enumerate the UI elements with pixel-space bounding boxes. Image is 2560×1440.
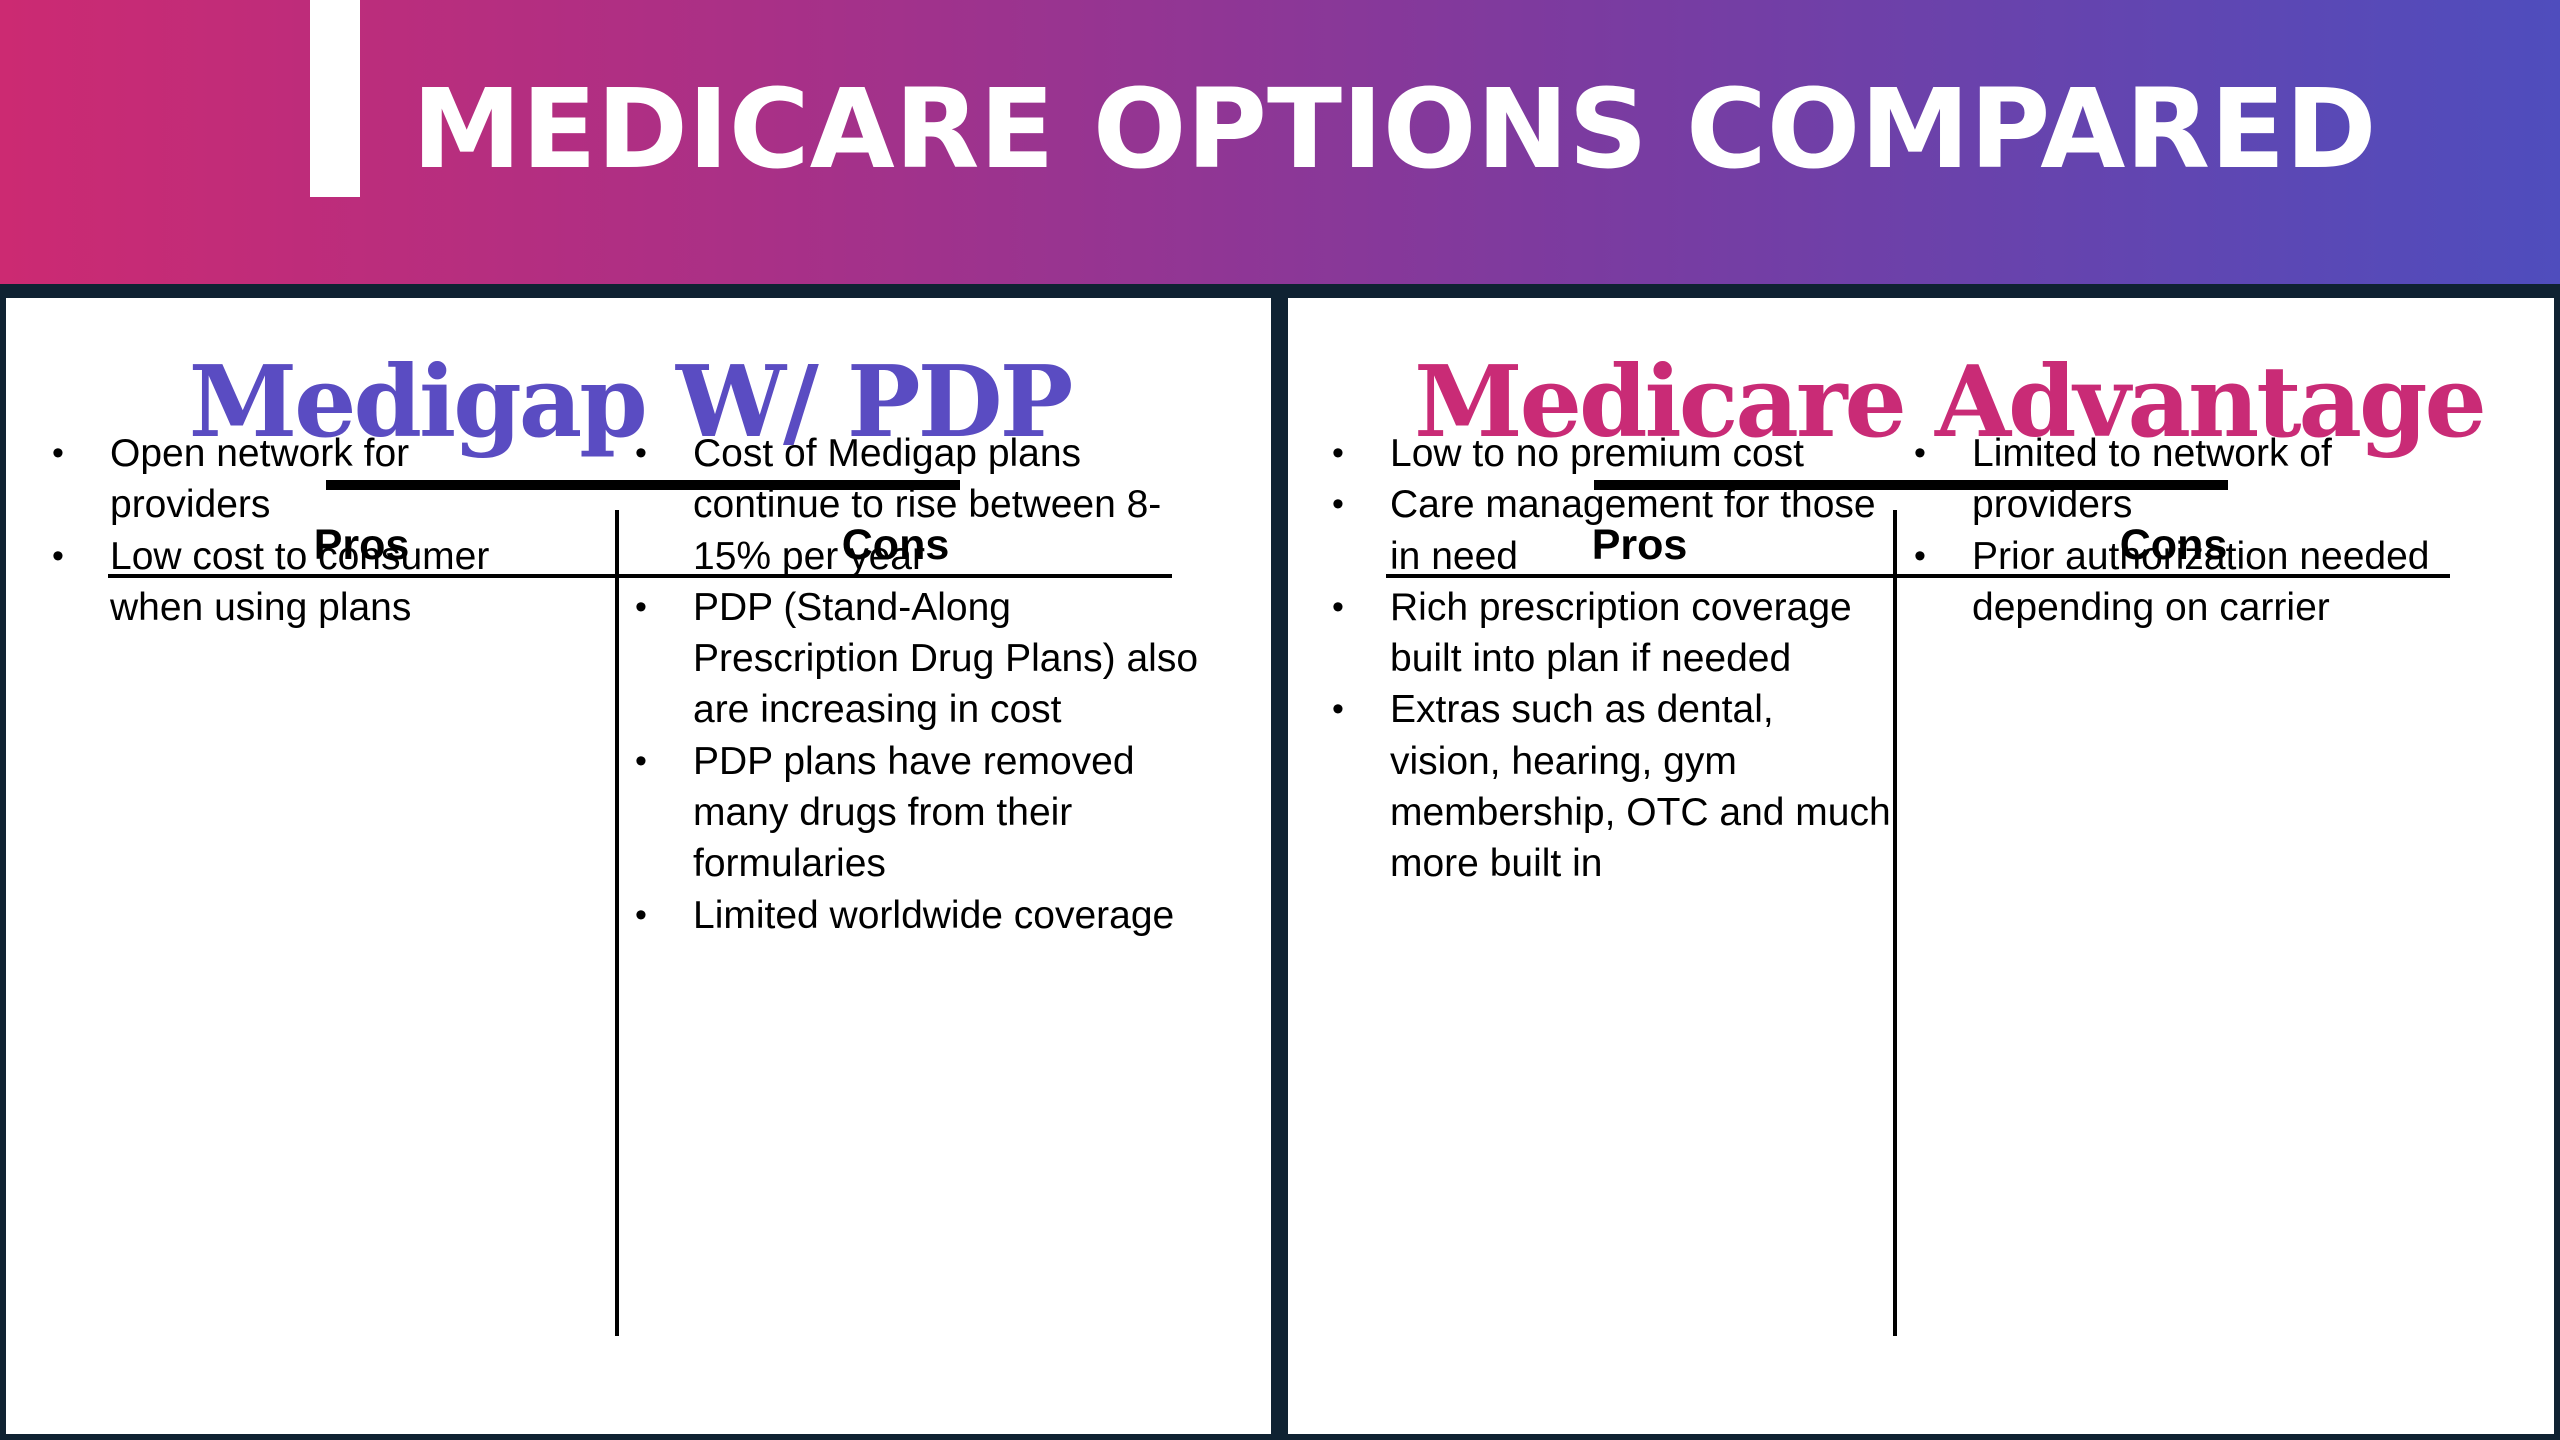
page-title: MEDICARE OPTIONS COMPARED: [412, 65, 2377, 193]
header-accent-bar: [310, 0, 360, 197]
header-banner: MEDICARE OPTIONS COMPARED: [0, 0, 2560, 284]
medicare-advantage-title-underline: [1594, 480, 2228, 490]
medigap-column-divider: [615, 510, 619, 1336]
list-item: Prior authorization needed depending on …: [1914, 531, 2434, 634]
list-item: Rich prescription coverage built into pl…: [1332, 582, 1892, 685]
medicare-advantage-column-divider: [1893, 510, 1897, 1336]
list-item: Open network for providers: [52, 428, 572, 531]
medigap-pros-list: Open network for providers Low cost to c…: [52, 428, 572, 633]
list-item: Care management for those in need: [1332, 479, 1892, 582]
medicare-advantage-cons-list: Limited to network of providers Prior au…: [1914, 428, 2434, 633]
list-item: Limited to network of providers: [1914, 428, 2434, 531]
list-item: PDP plans have removed many drugs from t…: [635, 736, 1205, 890]
medigap-cons-list: Cost of Medigap plans continue to rise b…: [635, 428, 1205, 941]
list-item: Extras such as dental, vision, hearing, …: [1332, 684, 1892, 889]
list-item: PDP (Stand-Along Prescription Drug Plans…: [635, 582, 1205, 736]
medicare-advantage-pros-list: Low to no premium cost Care management f…: [1332, 428, 1892, 890]
list-item: Low cost to consumer when using plans: [52, 531, 572, 634]
list-item: Limited worldwide coverage: [635, 890, 1205, 942]
list-item: Low to no premium cost: [1332, 428, 1892, 480]
list-item: Cost of Medigap plans continue to rise b…: [635, 428, 1205, 582]
